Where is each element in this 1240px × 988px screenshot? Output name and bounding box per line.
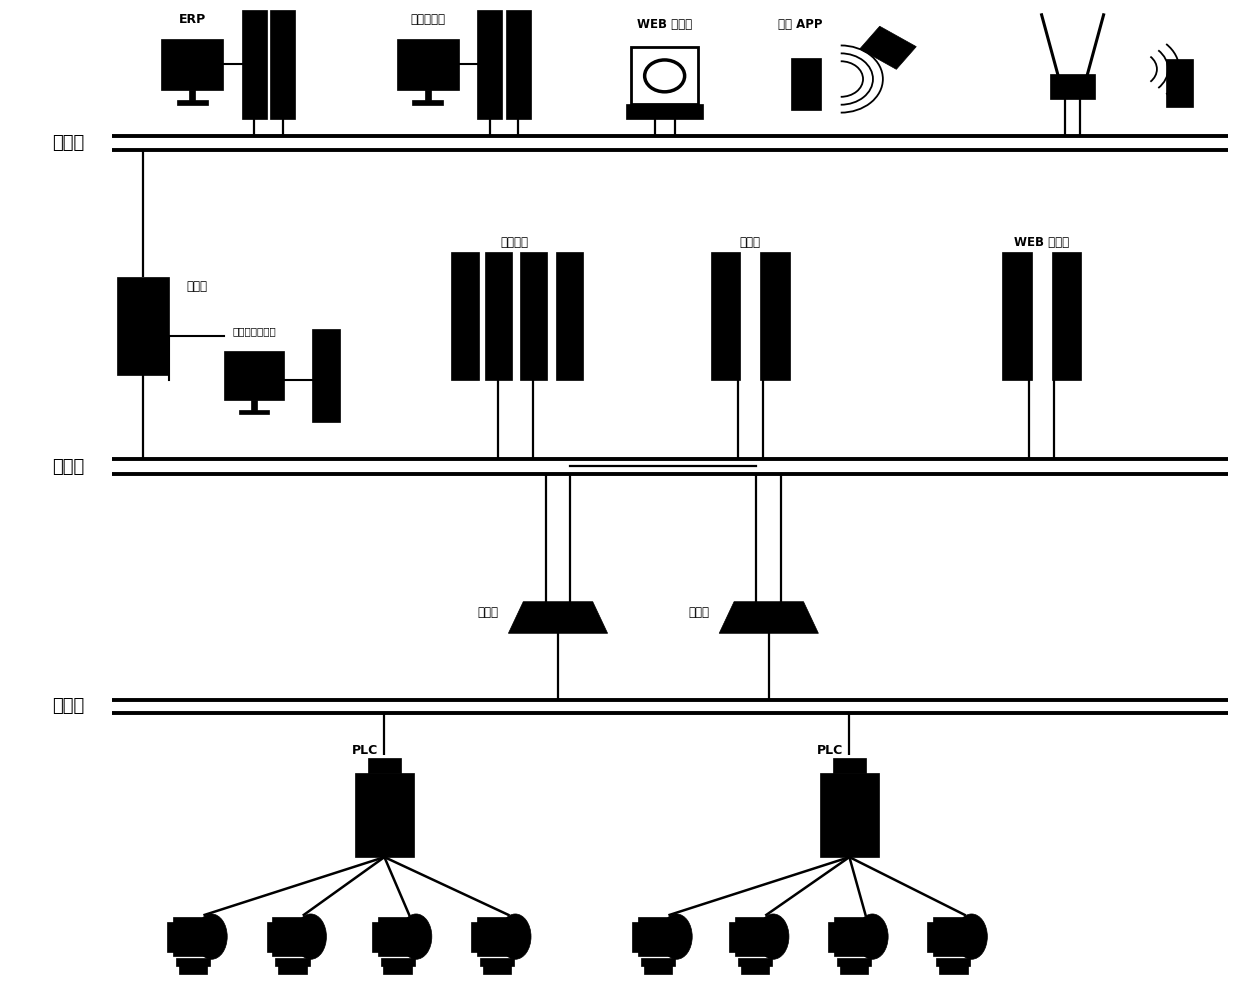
Bar	[161, 39, 223, 90]
Text: 办公网: 办公网	[52, 134, 84, 152]
Bar	[928, 922, 936, 951]
Bar	[188, 90, 196, 101]
Ellipse shape	[857, 914, 888, 959]
Ellipse shape	[401, 914, 432, 959]
Bar	[252, 399, 257, 410]
Bar	[224, 352, 284, 399]
Bar	[167, 922, 176, 951]
Bar	[835, 917, 868, 956]
Text: 移动 APP: 移动 APP	[777, 18, 822, 32]
Bar	[174, 917, 207, 956]
Text: WEB 服务器: WEB 服务器	[1014, 235, 1069, 249]
Text: 设备网: 设备网	[52, 698, 84, 715]
Polygon shape	[719, 602, 818, 633]
Bar	[936, 958, 971, 966]
Polygon shape	[508, 602, 608, 633]
Bar	[381, 958, 415, 966]
Bar	[372, 922, 381, 951]
Bar	[477, 917, 511, 956]
Bar	[270, 10, 295, 119]
Bar	[939, 964, 967, 974]
Bar	[506, 10, 531, 119]
Bar	[368, 758, 401, 773]
Bar	[471, 922, 480, 951]
Bar	[451, 252, 479, 380]
Bar	[520, 252, 547, 380]
Ellipse shape	[661, 914, 692, 959]
Bar	[631, 47, 698, 105]
Bar	[239, 410, 269, 414]
Bar	[242, 10, 267, 119]
Bar	[791, 58, 821, 110]
Bar	[1002, 252, 1032, 380]
Bar	[383, 964, 412, 974]
Bar	[1166, 59, 1193, 107]
Bar	[639, 917, 672, 956]
Text: PLC: PLC	[817, 744, 843, 758]
Text: 防火墙: 防火墙	[186, 280, 207, 293]
Bar	[355, 774, 414, 858]
Bar	[117, 277, 169, 375]
Bar	[735, 917, 769, 956]
Bar	[729, 922, 738, 951]
Bar	[412, 101, 444, 105]
Bar	[828, 922, 837, 951]
Bar	[740, 964, 769, 974]
Bar	[480, 958, 515, 966]
Text: 数据库: 数据库	[740, 235, 760, 249]
Bar	[397, 39, 459, 90]
Ellipse shape	[196, 914, 227, 959]
Bar	[641, 958, 676, 966]
Bar	[626, 105, 703, 119]
Bar	[632, 922, 641, 951]
Bar	[176, 958, 211, 966]
Bar	[1052, 252, 1081, 380]
Ellipse shape	[500, 914, 531, 959]
Ellipse shape	[295, 914, 326, 959]
Bar	[424, 90, 432, 101]
Bar	[267, 922, 275, 951]
Bar	[837, 958, 872, 966]
Bar	[820, 774, 879, 858]
Text: PLC: PLC	[352, 744, 378, 758]
Bar	[833, 758, 866, 773]
Bar	[644, 964, 672, 974]
Bar	[839, 964, 868, 974]
Bar	[273, 917, 306, 956]
Text: 数据服务: 数据服务	[501, 235, 528, 249]
Bar	[485, 252, 512, 380]
Bar	[760, 252, 790, 380]
Bar	[378, 917, 412, 956]
Text: 交换机: 交换机	[477, 606, 498, 619]
Text: 控制网: 控制网	[52, 457, 84, 476]
Bar	[176, 101, 207, 105]
Bar	[556, 252, 583, 380]
Text: 组态客户端: 组态客户端	[410, 13, 445, 27]
Ellipse shape	[758, 914, 789, 959]
Bar	[477, 10, 502, 119]
Bar	[179, 964, 207, 974]
Bar	[711, 252, 740, 380]
Bar	[278, 964, 306, 974]
Text: 生产监控客户端: 生产监控客户端	[232, 326, 277, 336]
Bar	[482, 964, 511, 974]
Bar	[312, 328, 340, 423]
Bar	[738, 958, 773, 966]
Bar	[1050, 74, 1095, 99]
Text: 交换机: 交换机	[688, 606, 709, 619]
Text: ERP: ERP	[179, 13, 206, 27]
Bar	[859, 27, 916, 69]
Bar	[275, 958, 310, 966]
Ellipse shape	[956, 914, 987, 959]
Bar	[934, 917, 967, 956]
Text: WEB 客户端: WEB 客户端	[637, 18, 692, 32]
